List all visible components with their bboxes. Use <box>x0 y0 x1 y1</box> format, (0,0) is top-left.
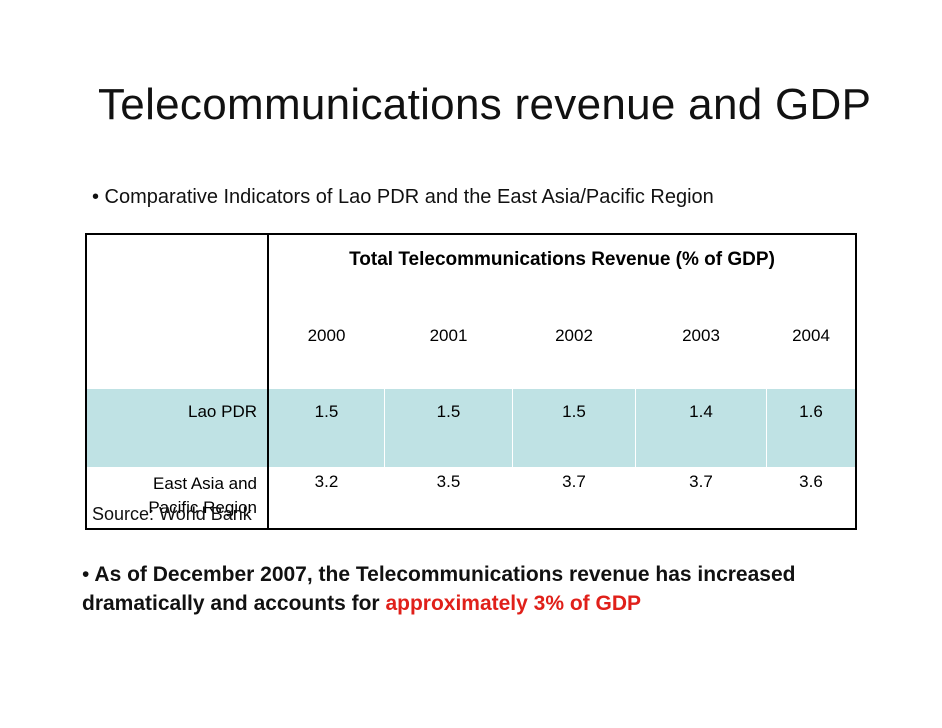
table-row-years: 2000 2001 2002 2003 2004 <box>86 312 857 389</box>
table-row-lao: Lao PDR 1.5 1.5 1.5 1.4 1.6 <box>86 389 857 467</box>
empty-cell <box>86 312 269 389</box>
year-cell: 2004 <box>766 312 857 389</box>
source-note: Source: World Bank <box>92 504 252 524</box>
table-header: Total Telecommunications Revenue (% of G… <box>268 234 857 312</box>
value-cell: 3.7 <box>635 467 767 529</box>
note-highlight: approximately 3% of GDP <box>385 592 642 615</box>
value-cell: 3.5 <box>384 467 513 529</box>
row-label-east-asia: East Asia and Pacific Region <box>86 467 269 529</box>
year-cell: 2000 <box>268 312 385 389</box>
slide-subtitle: • Comparative Indicators of Lao PDR and … <box>92 186 714 208</box>
year-cell: 2003 <box>635 312 767 389</box>
summary-note: • As of December 2007, the Telecommunica… <box>82 560 912 618</box>
value-cell: 1.4 <box>635 389 767 467</box>
value-cell: 3.6 <box>766 467 857 529</box>
value-cell: 1.5 <box>268 389 385 467</box>
revenue-table: Total Telecommunications Revenue (% of G… <box>85 233 857 530</box>
value-cell: 1.6 <box>766 389 857 467</box>
value-cell: 3.2 <box>268 467 385 529</box>
value-cell: 3.7 <box>512 467 636 529</box>
note-text: As of December 2007, the Telecommunicati… <box>82 563 796 615</box>
row-label-line: East Asia and <box>153 474 257 493</box>
slide-title: Telecommunications revenue and GDP <box>98 80 872 129</box>
value-cell: 1.5 <box>384 389 513 467</box>
row-label-line: Pacific Region <box>148 498 257 517</box>
bullet: • <box>82 563 90 586</box>
value-cell: 1.5 <box>512 389 636 467</box>
year-cell: 2001 <box>384 312 513 389</box>
empty-cell <box>86 234 269 312</box>
table-header-row: Total Telecommunications Revenue (% of G… <box>86 234 857 312</box>
table-row-east-asia: East Asia and Pacific Region 3.2 3.5 3.7 … <box>86 467 857 529</box>
year-cell: 2002 <box>512 312 636 389</box>
row-label-lao: Lao PDR <box>86 389 269 467</box>
